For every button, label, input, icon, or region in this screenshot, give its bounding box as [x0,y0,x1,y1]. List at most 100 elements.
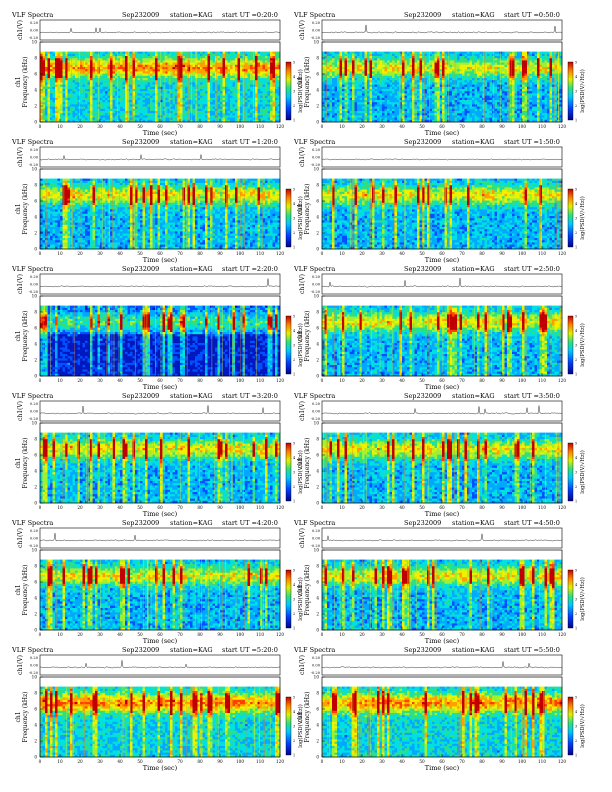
colorbar-tick-label: 4 [575,710,577,714]
x-tick-label: 0 [39,759,42,764]
panel-title: VLF Spectra [293,265,335,273]
wave-axis-label: ch1(V) [299,655,306,675]
y-tick-label: 2 [316,104,319,109]
wave-tick-label: 0.20 [30,275,39,279]
wave-tick-label: 0.00 [312,283,321,287]
colorbar-label: log(PSD(V/√Hz)) [297,323,304,366]
panel-station: station=KAG [452,11,495,19]
wave-axis-label: ch1(V) [17,20,24,40]
x-tick-label: 40 [399,759,405,764]
wave-tick-label: 0.00 [312,156,321,160]
colorbar [568,443,573,501]
panel-title: VLF Spectra [293,519,335,527]
wave-axis-label: ch1(V) [17,655,24,675]
panel-start-time: start UT =4:20:0 [222,519,278,527]
x-tick-label: 100 [518,632,526,637]
x-tick-label: 100 [236,251,244,256]
y-tick-label: 10 [314,421,320,426]
x-tick-label: 10 [339,505,345,510]
y-tick-label: 0 [316,501,319,506]
x-tick-label: 0 [39,632,42,637]
waveform-frame [40,147,280,167]
y-tick-label: 4 [34,469,37,474]
x-tick-label: 70 [177,251,183,256]
colorbar-tick-label: 4 [293,75,295,79]
wave-tick-label: 0.20 [312,275,321,279]
x-tick-label: 110 [256,505,264,510]
wave-axis-label: ch1(V) [17,528,24,548]
x-tick-label: 10 [57,251,63,256]
y-tick-label: 8 [316,183,319,188]
y-axis-label: Frequency (kHz) [22,691,29,742]
colorbar-tick-label: 5 [575,695,577,699]
y-axis-label: Frequency (kHz) [22,183,29,234]
x-tick-label: 0 [39,378,42,383]
colorbar-tick-label: 3 [293,724,295,728]
x-tick-label: 20 [359,378,365,383]
wave-tick-label: 0.00 [312,664,321,668]
y-tick-label: 10 [32,421,38,426]
y-tick-label: 6 [34,326,37,331]
y-tick-label: 4 [316,88,319,93]
panel-title: VLF Spectra [11,11,53,19]
colorbar-label: log(PSD(V/√Hz)) [579,323,586,366]
x-tick-label: 90 [217,251,223,256]
x-tick-label: 100 [518,124,526,129]
y-channel-label: ch1 [15,76,22,87]
x-tick-label: 120 [558,632,566,637]
x-tick-label: 100 [518,759,526,764]
y-tick-label: 2 [316,612,319,617]
y-axis-label: Frequency (kHz) [22,564,29,615]
waveform-frame [40,274,280,294]
wave-tick-label: 0.20 [312,148,321,152]
x-tick-label: 90 [217,505,223,510]
y-tick-label: 10 [314,40,320,45]
x-tick-label: 40 [399,251,405,256]
wave-axis-label: ch1(V) [17,274,24,294]
wave-axis-label: ch1(V) [299,528,306,548]
x-tick-label: 90 [499,759,505,764]
x-tick-label: 80 [479,124,485,129]
colorbar [286,62,291,120]
x-tick-label: 80 [479,759,485,764]
colorbar-tick-label: 4 [293,710,295,714]
y-tick-label: 10 [314,548,320,553]
x-tick-label: 90 [217,124,223,129]
y-tick-label: 4 [316,596,319,601]
x-tick-label: 120 [558,124,566,129]
colorbar-tick-label: 2 [293,358,295,362]
x-tick-label: 110 [256,632,264,637]
x-axis-label: Time (sec) [425,764,460,772]
colorbar-tick-label: 3 [575,724,577,728]
panel-station: station=KAG [170,138,213,146]
colorbar-tick-label: 4 [293,456,295,460]
wave-tick-label: 0.20 [30,529,39,533]
colorbar-tick-label: 5 [575,314,577,318]
panel-start-time: start UT =2:50:0 [504,265,560,273]
y-channel-label: ch1 [297,330,304,341]
panel-station: station=KAG [452,519,495,527]
y-tick-label: 8 [34,56,37,61]
wave-tick-label: 0.20 [312,21,321,25]
wave-axis-label: ch1(V) [299,274,306,294]
panel-station: station=KAG [170,265,213,273]
x-axis-label: Time (sec) [143,256,178,264]
x-tick-label: 70 [459,378,465,383]
colorbar-tick-label: 1 [293,245,295,249]
x-tick-label: 20 [359,251,365,256]
x-tick-label: 120 [276,505,284,510]
x-tick-label: 110 [256,378,264,383]
x-tick-label: 70 [177,505,183,510]
wave-axis-label: ch1(V) [299,20,306,40]
colorbar-tick-label: 5 [575,441,577,445]
x-tick-label: 10 [57,759,63,764]
panel-start-time: start UT =5:50:0 [504,646,560,654]
y-tick-label: 10 [314,167,320,172]
x-tick-label: 120 [276,378,284,383]
x-axis-label: Time (sec) [143,764,178,772]
x-tick-label: 30 [97,759,103,764]
colorbar-label: log(PSD(V/√Hz)) [579,577,586,620]
colorbar-label: log(PSD(V/√Hz)) [579,69,586,112]
y-tick-label: 4 [34,596,37,601]
colorbar-label: log(PSD(V/√Hz)) [297,196,304,239]
